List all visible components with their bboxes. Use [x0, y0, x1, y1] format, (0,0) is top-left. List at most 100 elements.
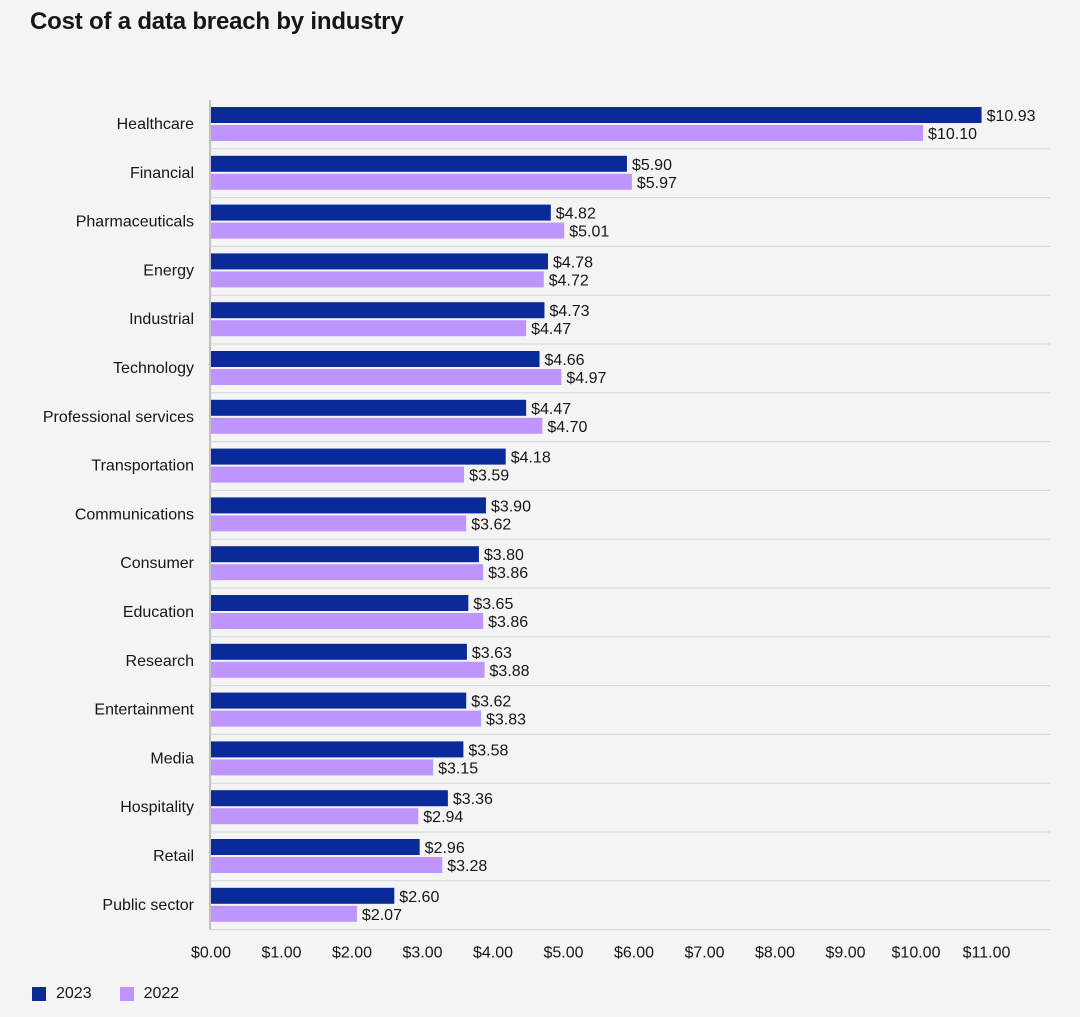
x-tick-label: $7.00 — [684, 945, 724, 962]
category-label-energy: Energy — [143, 262, 194, 279]
category-label-public-sector: Public sector — [102, 897, 194, 914]
bar-2022-education — [211, 613, 484, 629]
data-label-2022-consumer: $3.86 — [488, 565, 528, 582]
bar-2023-technology — [211, 351, 540, 367]
data-label-2022-energy: $4.72 — [549, 272, 589, 289]
category-label-entertainment: Entertainment — [94, 702, 194, 719]
data-label-2023-industrial: $4.73 — [549, 303, 589, 320]
data-label-2023-professional-services: $4.47 — [531, 401, 571, 418]
bar-2023-industrial — [211, 302, 545, 319]
x-tick-label: $6.00 — [614, 945, 654, 962]
bar-2023-education — [211, 595, 469, 611]
bar-2023-healthcare — [211, 107, 982, 123]
data-label-2022-research: $3.88 — [490, 663, 530, 680]
data-label-2023-communications: $3.90 — [491, 498, 531, 515]
data-label-2022-communications: $3.62 — [471, 516, 511, 533]
bar-2022-professional-services — [211, 417, 543, 434]
data-label-2023-consumer: $3.80 — [484, 547, 524, 564]
bar-2022-consumer — [211, 564, 484, 581]
bar-2022-entertainment — [211, 710, 482, 727]
bar-2023-retail — [211, 839, 420, 855]
bar-2023-transportation — [211, 448, 506, 465]
x-tick-label: $2.00 — [332, 945, 372, 962]
bar-2023-financial — [211, 155, 627, 172]
bar-2023-energy — [211, 253, 548, 270]
bar-2023-public-sector — [211, 887, 395, 904]
data-label-2022-pharmaceuticals: $5.01 — [569, 224, 609, 241]
data-label-2023-research: $3.63 — [472, 645, 512, 662]
category-label-communications: Communications — [75, 506, 194, 523]
x-tick-label: $4.00 — [473, 945, 513, 962]
bar-2023-media — [211, 741, 464, 758]
data-label-2023-hospitality: $3.36 — [453, 791, 493, 808]
category-label-healthcare: Healthcare — [117, 116, 194, 133]
bar-2022-industrial — [211, 320, 527, 337]
chart-title: Cost of a data breach by industry — [30, 8, 404, 35]
data-label-2023-retail: $2.96 — [425, 840, 465, 857]
category-label-transportation: Transportation — [91, 458, 194, 475]
data-label-2022-industrial: $4.47 — [531, 321, 571, 338]
bar-2022-communications — [211, 515, 467, 532]
data-label-2022-education: $3.86 — [488, 614, 528, 631]
category-label-industrial: Industrial — [129, 311, 194, 328]
legend-swatch-2022 — [119, 987, 134, 1001]
category-label-consumer: Consumer — [120, 555, 194, 572]
category-label-hospitality: Hospitality — [120, 799, 194, 816]
data-label-2023-financial: $5.90 — [632, 157, 672, 174]
category-label-education: Education — [123, 604, 194, 621]
data-label-2022-transportation: $3.59 — [469, 468, 509, 485]
bar-2022-media — [211, 759, 434, 776]
bar-2023-pharmaceuticals — [211, 204, 551, 221]
bar-2022-retail — [211, 857, 443, 873]
x-tick-label: $8.00 — [755, 945, 795, 962]
data-label-2022-healthcare: $10.10 — [928, 126, 977, 143]
data-label-2022-hospitality: $2.94 — [423, 809, 463, 826]
category-label-pharmaceuticals: Pharmaceuticals — [76, 214, 194, 231]
category-label-technology: Technology — [113, 360, 194, 377]
category-label-media: Media — [150, 750, 194, 767]
category-label-research: Research — [126, 653, 194, 670]
data-label-2023-public-sector: $2.60 — [399, 889, 439, 906]
data-label-2023-entertainment: $3.62 — [471, 694, 511, 711]
bar-2022-research — [211, 661, 485, 678]
data-label-2022-professional-services: $4.70 — [547, 419, 587, 436]
data-label-2023-healthcare: $10.93 — [987, 108, 1036, 125]
legend-label-2022: 2022 — [143, 985, 180, 1002]
x-tick-label: $5.00 — [543, 945, 583, 962]
data-label-2022-retail: $3.28 — [447, 858, 487, 875]
bar-2022-transportation — [211, 466, 465, 483]
legend-label-2023: 2023 — [56, 985, 92, 1002]
bar-2022-technology — [211, 369, 562, 385]
data-label-2022-technology: $4.97 — [566, 370, 606, 387]
bar-2022-healthcare — [211, 125, 924, 141]
chart-legend: 2023 2022 — [32, 985, 179, 1003]
bar-2022-hospitality — [211, 808, 419, 825]
x-tick-label: $11.00 — [963, 945, 1011, 962]
bar-2023-consumer — [211, 546, 479, 563]
bar-2022-pharmaceuticals — [211, 222, 565, 239]
bar-2022-public-sector — [211, 905, 357, 922]
x-tick-label: $0.00 — [191, 945, 231, 962]
x-tick-label: $3.00 — [402, 945, 442, 962]
bar-2023-communications — [211, 497, 486, 514]
x-tick-label: $10.00 — [892, 945, 941, 962]
data-label-2023-technology: $4.66 — [545, 352, 585, 369]
x-tick-label: $1.00 — [261, 945, 301, 962]
legend-item-2023: 2023 — [32, 985, 92, 1003]
category-label-financial: Financial — [130, 165, 194, 182]
bar-2023-hospitality — [211, 790, 448, 807]
data-label-2023-transportation: $4.18 — [511, 450, 551, 467]
bar-2023-research — [211, 643, 467, 660]
bar-2023-professional-services — [211, 399, 527, 416]
category-label-retail: Retail — [153, 848, 194, 865]
data-label-2023-media: $3.58 — [468, 742, 508, 759]
legend-swatch-2023 — [32, 987, 46, 1001]
data-label-2023-education: $3.65 — [473, 596, 513, 613]
bar-2023-entertainment — [211, 692, 467, 709]
bar-2022-financial — [211, 173, 632, 190]
legend-item-2022: 2022 — [119, 985, 180, 1003]
data-label-2023-energy: $4.78 — [553, 254, 593, 271]
data-label-2022-media: $3.15 — [438, 760, 478, 777]
data-label-2022-public-sector: $2.07 — [362, 907, 402, 924]
